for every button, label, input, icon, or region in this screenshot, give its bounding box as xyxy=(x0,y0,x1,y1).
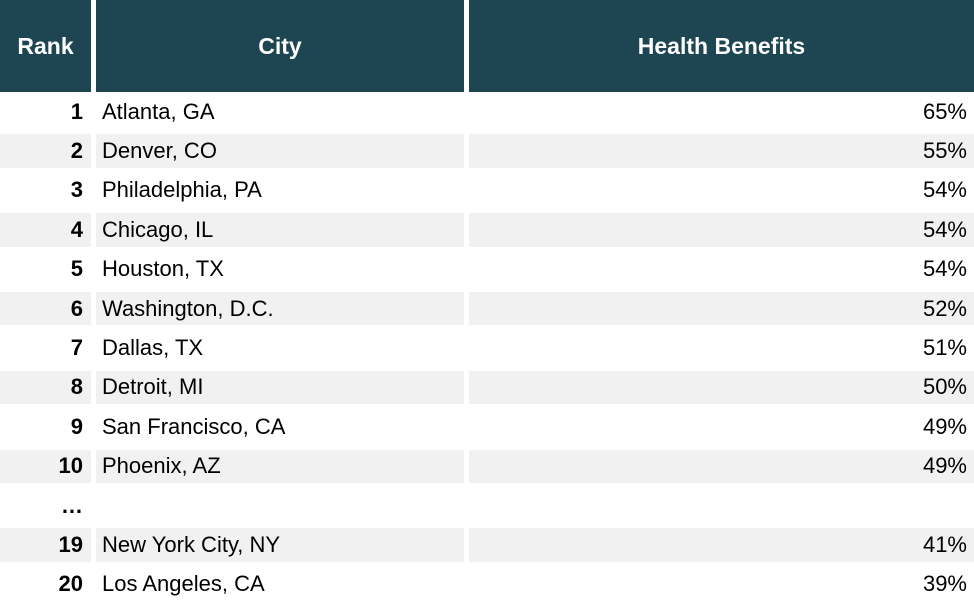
value-cell: 54% xyxy=(469,170,974,211)
rank-cell: 19 xyxy=(0,525,96,565)
table-body: 1 Atlanta, GA 65% 2 Denver, CO 55% 3 Phi… xyxy=(0,92,974,605)
value-cell: 54% xyxy=(469,249,974,289)
value-cell: 49% xyxy=(469,407,974,447)
table-row: 6 Washington, D.C. 52% xyxy=(0,288,974,329)
city-cell: Houston, TX xyxy=(96,249,469,289)
city-cell: Detroit, MI xyxy=(96,367,469,408)
city-cell xyxy=(96,485,469,526)
table-header: Rank City Health Benefits xyxy=(0,0,974,92)
city-cell: Washington, D.C. xyxy=(96,288,469,329)
rank-cell: 3 xyxy=(0,170,96,211)
value-cell: 54% xyxy=(469,210,974,250)
rank-cell: … xyxy=(0,485,96,526)
table-row: 2 Denver, CO 55% xyxy=(0,131,974,171)
rank-cell: 7 xyxy=(0,328,96,368)
health-benefits-header: Health Benefits xyxy=(469,0,974,92)
table-row: 9 San Francisco, CA 49% xyxy=(0,407,974,447)
city-cell: New York City, NY xyxy=(96,525,469,565)
rank-header: Rank xyxy=(0,0,96,92)
rank-cell: 4 xyxy=(0,210,96,250)
city-header: City xyxy=(96,0,469,92)
table-row: 19 New York City, NY 41% xyxy=(0,525,974,565)
city-cell: Phoenix, AZ xyxy=(96,446,469,486)
value-cell: 50% xyxy=(469,367,974,408)
table-row: 7 Dallas, TX 51% xyxy=(0,328,974,368)
table-row: 10 Phoenix, AZ 49% xyxy=(0,446,974,486)
value-cell: 55% xyxy=(469,131,974,171)
value-cell: 41% xyxy=(469,525,974,565)
city-cell: Chicago, IL xyxy=(96,210,469,250)
value-cell: 39% xyxy=(469,564,974,605)
table-row: 20 Los Angeles, CA 39% xyxy=(0,564,974,605)
table-row: 4 Chicago, IL 54% xyxy=(0,210,974,250)
value-cell: 49% xyxy=(469,446,974,486)
value-cell: 52% xyxy=(469,288,974,329)
rank-cell: 2 xyxy=(0,131,96,171)
table-row: 1 Atlanta, GA 65% xyxy=(0,92,974,132)
ellipsis-row: … xyxy=(0,485,974,526)
rank-cell: 6 xyxy=(0,288,96,329)
rank-cell: 8 xyxy=(0,367,96,408)
city-cell: Denver, CO xyxy=(96,131,469,171)
rank-cell: 10 xyxy=(0,446,96,486)
rank-cell: 1 xyxy=(0,92,96,132)
city-cell: Philadelphia, PA xyxy=(96,170,469,211)
table-row: 8 Detroit, MI 50% xyxy=(0,367,974,408)
rank-cell: 20 xyxy=(0,564,96,605)
table-row: 3 Philadelphia, PA 54% xyxy=(0,170,974,211)
value-cell xyxy=(469,485,974,526)
city-cell: Los Angeles, CA xyxy=(96,564,469,605)
header-row: Rank City Health Benefits xyxy=(0,0,974,92)
value-cell: 65% xyxy=(469,92,974,132)
city-cell: San Francisco, CA xyxy=(96,407,469,447)
value-cell: 51% xyxy=(469,328,974,368)
city-cell: Atlanta, GA xyxy=(96,92,469,132)
city-cell: Dallas, TX xyxy=(96,328,469,368)
rank-cell: 9 xyxy=(0,407,96,447)
rank-cell: 5 xyxy=(0,249,96,289)
table-row: 5 Houston, TX 54% xyxy=(0,249,974,289)
